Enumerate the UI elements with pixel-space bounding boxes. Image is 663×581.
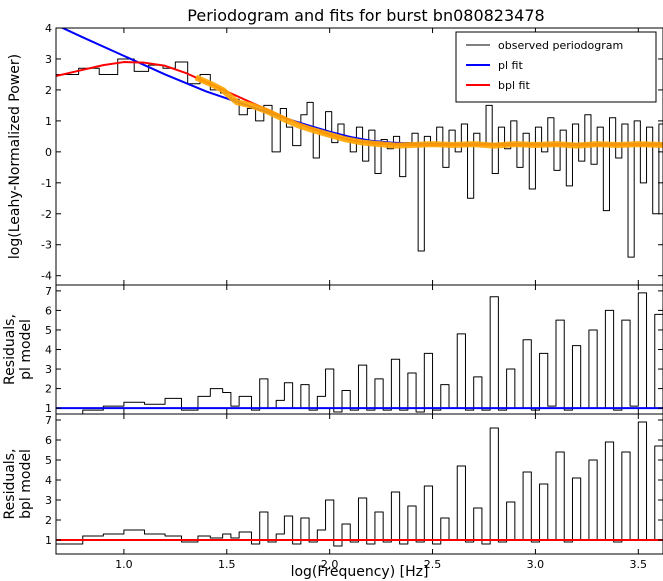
chart-title: Periodogram and fits for burst bn0808234… — [187, 6, 544, 25]
x-tick-label: 3.5 — [630, 558, 648, 571]
y-tick-label: 2 — [45, 514, 52, 527]
x-tick-label: 1.0 — [115, 558, 133, 571]
y-tick-label: 1 — [45, 534, 52, 547]
y-tick-label: 4 — [45, 344, 52, 357]
y-tick-label: 1 — [45, 115, 52, 128]
y-tick-label: 2 — [45, 84, 52, 97]
y-tick-label: 5 — [45, 324, 52, 337]
x-tick-label: 2.5 — [424, 558, 442, 571]
y-axis-label: bpl model — [18, 449, 34, 519]
y-axis-label: log(Leahy-Normalized Power) — [7, 54, 23, 259]
legend-label: observed periodogram — [498, 39, 623, 52]
x-axis-label: log(Frequency) [Hz] — [291, 564, 429, 580]
panel-residuals-bpl: 1 2 3 4 5 6 7 1.0 1.5 2.0 2.5 3.0 3.5 Residuals, bpl m… — [2, 413, 663, 580]
x-tick-label: 2.0 — [321, 558, 339, 571]
y-tick-label: 1 — [45, 402, 52, 415]
series-line-0 — [56, 421, 663, 547]
y-tick-label: 7 — [45, 414, 52, 427]
legend-label: bpl fit — [498, 79, 530, 92]
y-tick-label: -1 — [41, 177, 52, 190]
y-tick-label: 6 — [45, 434, 52, 447]
y-tick-label: 4 — [45, 22, 52, 35]
y-tick-label: 5 — [45, 454, 52, 467]
y-axis-label: pl model — [18, 319, 34, 380]
legend: observed periodogram pl fit bpl fit — [455, 31, 657, 103]
series-line-3 — [194, 74, 663, 149]
y-tick-label: 4 — [45, 474, 52, 487]
plot-area — [56, 292, 663, 414]
legend-label: pl fit — [498, 59, 523, 72]
y-tick-label: 2 — [45, 383, 52, 396]
y-tick-label: 6 — [45, 304, 52, 317]
x-tick-label: 3.0 — [527, 558, 545, 571]
x-tick-label: 1.5 — [218, 558, 236, 571]
y-tick-label: 0 — [45, 146, 52, 159]
panel-periodogram: -4 -3 -2 -1 0 1 2 3 4 log(Leahy-Normalized Power)… — [7, 22, 663, 286]
axes-frame — [55, 413, 663, 555]
series-line-0 — [56, 292, 663, 414]
axes-frame — [55, 284, 663, 415]
y-axis-label: Residuals, — [2, 314, 18, 385]
plot-area — [56, 28, 663, 258]
y-tick-label: -4 — [41, 270, 52, 283]
y-axis-label: Residuals, — [2, 449, 18, 520]
y-tick-label: -3 — [41, 239, 52, 252]
y-tick-label: 3 — [45, 53, 52, 66]
legend-box — [455, 31, 657, 103]
y-tick-label: 3 — [45, 494, 52, 507]
panel-residuals-pl: 1 2 3 4 5 6 7 Residuals, pl model — [2, 284, 663, 415]
y-tick-label: 7 — [45, 285, 52, 298]
y-tick-label: -2 — [41, 208, 52, 221]
y-tick-label: 3 — [45, 363, 52, 376]
plot-area — [56, 421, 663, 547]
